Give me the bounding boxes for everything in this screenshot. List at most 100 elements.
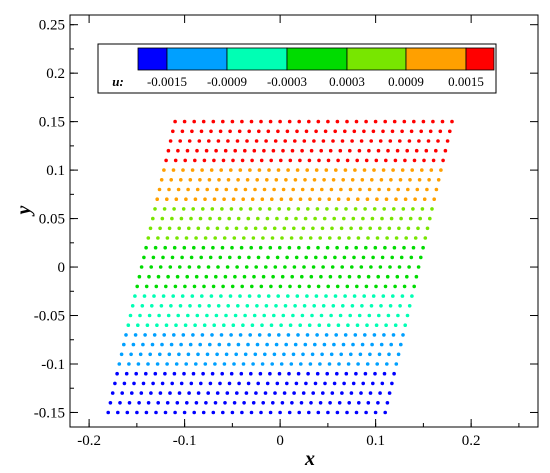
data-point bbox=[374, 158, 379, 163]
data-point bbox=[211, 119, 216, 124]
data-point bbox=[211, 284, 216, 289]
data-point bbox=[298, 197, 303, 201]
data-point bbox=[182, 410, 187, 415]
data-point bbox=[254, 265, 258, 269]
data-point bbox=[304, 381, 308, 386]
data-point bbox=[333, 129, 338, 134]
data-point bbox=[308, 236, 313, 240]
data-point bbox=[153, 245, 158, 250]
data-point bbox=[116, 410, 120, 415]
data-point bbox=[302, 304, 307, 308]
data-point bbox=[237, 129, 242, 134]
data-point bbox=[402, 119, 407, 124]
data-point bbox=[232, 236, 237, 240]
data-point bbox=[119, 352, 124, 357]
data-point bbox=[222, 197, 226, 201]
axes: -0.2 -0.1 0 0.1 0.2 -0.15 -0.1 -0.05 0 0.05 0.1 0.1… bbox=[34, 14, 539, 449]
data-point bbox=[336, 323, 341, 328]
data-point bbox=[237, 381, 241, 386]
data-point bbox=[371, 255, 375, 260]
data-point bbox=[285, 255, 289, 260]
data-point bbox=[122, 342, 126, 347]
data-point bbox=[272, 313, 276, 318]
data-point bbox=[318, 362, 322, 366]
data-point bbox=[212, 197, 217, 201]
data-point bbox=[141, 342, 145, 347]
data-point bbox=[389, 216, 394, 221]
data-point bbox=[430, 207, 434, 211]
data-point bbox=[416, 265, 421, 269]
data-point bbox=[377, 187, 381, 192]
data-point bbox=[381, 168, 386, 172]
data-point bbox=[270, 197, 274, 201]
data-point bbox=[302, 139, 307, 143]
x-tick-label: -0.1 bbox=[173, 433, 197, 449]
data-point bbox=[269, 284, 273, 289]
data-point bbox=[313, 342, 317, 347]
data-point bbox=[257, 129, 261, 134]
data-point bbox=[322, 216, 327, 221]
data-point bbox=[207, 139, 211, 143]
data-point bbox=[376, 401, 380, 405]
data-point bbox=[283, 304, 288, 308]
data-point bbox=[206, 391, 210, 395]
data-point bbox=[274, 342, 279, 347]
data-point bbox=[240, 284, 244, 289]
data-point bbox=[229, 371, 234, 376]
data-point bbox=[181, 207, 186, 211]
data-point bbox=[279, 197, 284, 201]
data-point bbox=[146, 362, 150, 366]
data-point bbox=[198, 178, 202, 182]
data-point bbox=[226, 178, 231, 182]
data-point bbox=[252, 148, 257, 153]
data-point bbox=[110, 391, 115, 395]
data-point bbox=[340, 265, 345, 269]
data-point bbox=[315, 371, 320, 376]
data-point bbox=[246, 381, 251, 386]
data-point bbox=[341, 304, 345, 308]
data-point bbox=[268, 119, 273, 124]
data-point bbox=[383, 410, 388, 415]
data-point bbox=[174, 197, 179, 201]
data-point bbox=[229, 168, 233, 172]
data-point bbox=[324, 333, 329, 337]
data-point bbox=[192, 410, 196, 415]
data-point bbox=[339, 187, 343, 192]
data-point bbox=[316, 245, 320, 250]
data-point bbox=[165, 236, 170, 240]
data-point bbox=[411, 207, 415, 211]
data-point bbox=[391, 294, 395, 298]
data-point bbox=[325, 371, 330, 376]
data-point bbox=[161, 294, 166, 298]
data-point bbox=[175, 236, 179, 240]
data-point bbox=[213, 401, 218, 405]
data-point bbox=[367, 313, 372, 318]
data-point bbox=[218, 129, 223, 134]
data-point bbox=[220, 207, 224, 211]
data-point bbox=[242, 274, 247, 279]
data-point bbox=[220, 245, 225, 250]
data-point bbox=[258, 207, 262, 211]
data-point bbox=[190, 168, 195, 172]
colorbar-tick-label: 0.0015 bbox=[448, 74, 484, 89]
data-point bbox=[402, 284, 407, 289]
data-point bbox=[244, 226, 248, 231]
data-point bbox=[290, 148, 295, 153]
data-point bbox=[221, 119, 225, 124]
y-tick-label: 0.25 bbox=[39, 18, 65, 34]
data-point bbox=[147, 274, 151, 279]
data-point bbox=[297, 284, 302, 289]
data-point bbox=[352, 294, 357, 298]
data-point bbox=[216, 304, 221, 308]
data-point bbox=[250, 323, 255, 328]
data-point bbox=[191, 371, 196, 376]
data-point bbox=[306, 245, 311, 250]
data-point bbox=[154, 284, 159, 289]
data-point bbox=[287, 119, 292, 124]
data-point bbox=[239, 245, 244, 250]
data-point bbox=[419, 129, 424, 134]
data-point bbox=[331, 304, 336, 308]
data-point bbox=[215, 187, 219, 192]
data-point bbox=[157, 313, 161, 318]
data-point bbox=[170, 216, 174, 221]
